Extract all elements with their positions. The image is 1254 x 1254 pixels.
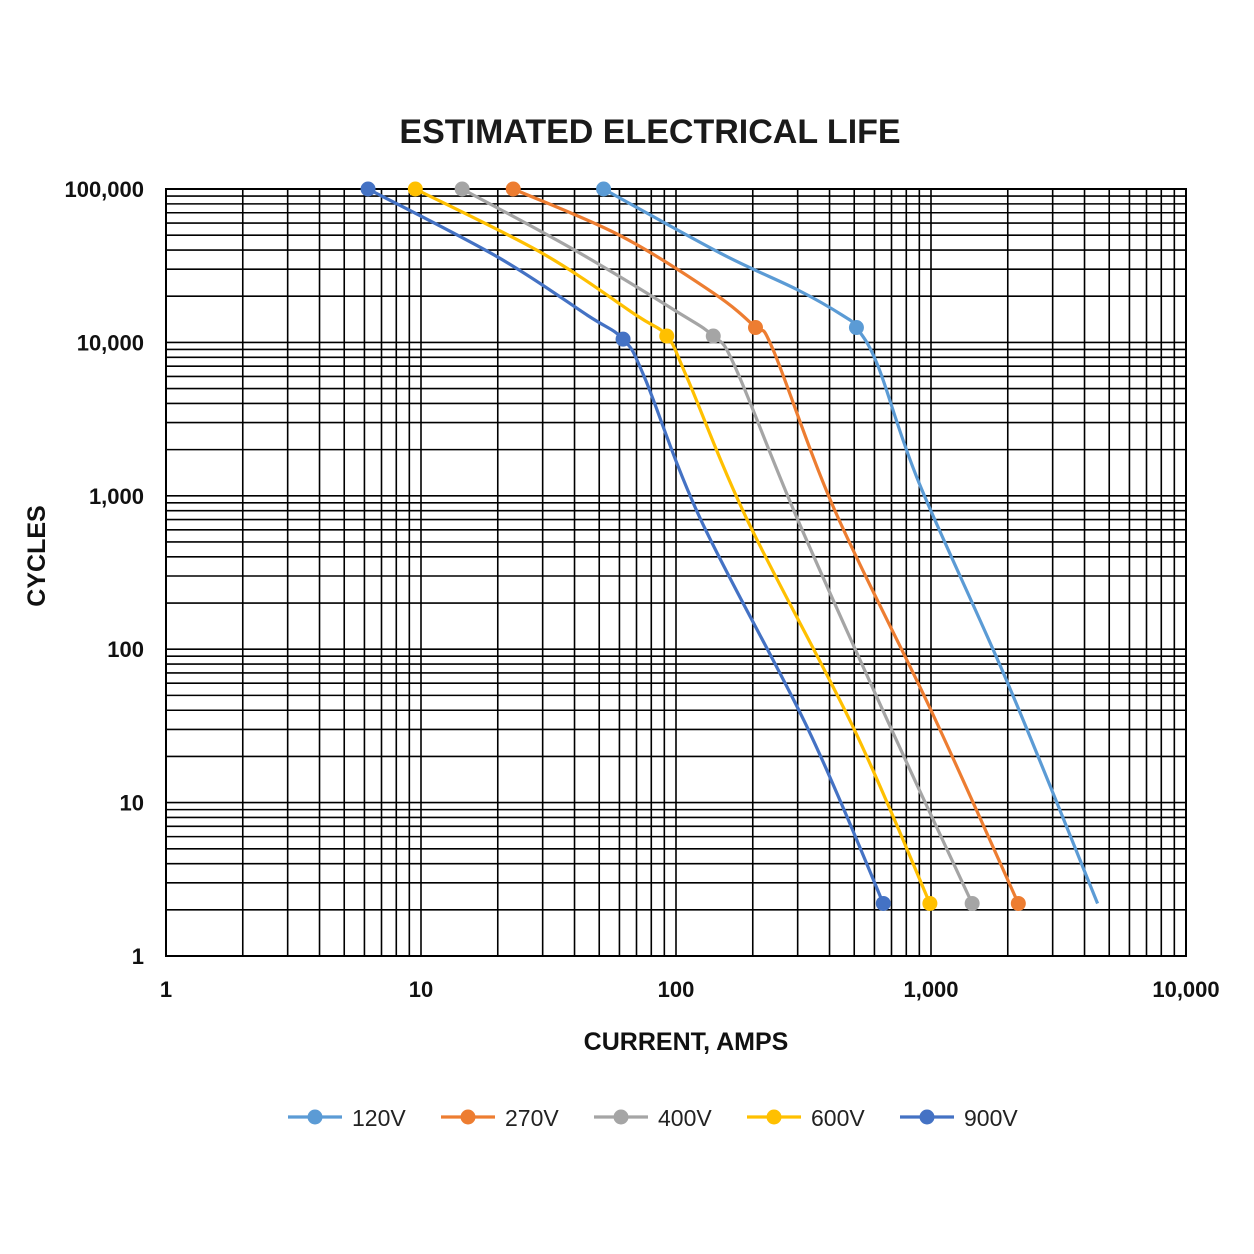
series-layer: [360, 181, 1100, 911]
x-tick-label: 100: [658, 977, 695, 1002]
x-tick-label: 10,000: [1152, 977, 1219, 1002]
legend-marker: [919, 1109, 935, 1125]
legend-label: 900V: [964, 1105, 1018, 1131]
legend-item-120v: 120V: [288, 1105, 406, 1131]
y-tick-label: 10,000: [77, 330, 144, 355]
y-tick-label: 1,000: [89, 484, 144, 509]
y-tick-labels: 1 10 100 1,000 10,000 100,000: [64, 177, 144, 969]
series-line-270v: [512, 187, 1020, 905]
legend-item-400v: 400V: [594, 1105, 712, 1131]
series-600v: [407, 181, 938, 911]
legend-item-600v: 600V: [747, 1105, 865, 1131]
series-line-120v: [602, 187, 1100, 905]
series-line-600v: [414, 187, 932, 905]
legend-label: 120V: [352, 1105, 406, 1131]
data-point-270v: [747, 320, 763, 336]
series-line-400v: [461, 187, 974, 905]
legend-marker: [307, 1109, 323, 1125]
legend-marker: [613, 1109, 629, 1125]
x-tick-label: 10: [409, 977, 433, 1002]
legend-item-900v: 900V: [900, 1105, 1018, 1131]
data-point-900v: [360, 181, 376, 197]
data-point-900v: [615, 331, 631, 347]
legend-item-270v: 270V: [441, 1105, 559, 1131]
legend-marker: [460, 1109, 476, 1125]
legend: 120V 270V 400V 600V 900V: [288, 1105, 1018, 1131]
legend-marker: [766, 1109, 782, 1125]
data-point-900v: [875, 895, 891, 911]
data-point-270v: [505, 181, 521, 197]
x-tick-label: 1,000: [903, 977, 958, 1002]
series-line-900v: [367, 187, 885, 905]
data-point-600v: [659, 328, 675, 344]
x-tick-labels: 1 10 100 1,000 10,000: [160, 977, 1220, 1002]
x-tick-label: 1: [160, 977, 172, 1002]
plot-grid: [166, 189, 1186, 956]
data-point-600v: [407, 181, 423, 197]
data-point-400v: [705, 328, 721, 344]
y-tick-label: 100,000: [64, 177, 144, 202]
y-tick-label: 10: [120, 791, 144, 816]
y-tick-label: 100: [107, 637, 144, 662]
data-point-400v: [964, 895, 980, 911]
plot-frame: [165, 188, 1187, 957]
series-400v: [454, 181, 980, 911]
data-point-120v: [848, 320, 864, 336]
series-120v: [596, 181, 1100, 905]
legend-label: 400V: [658, 1105, 712, 1131]
data-point-120v: [596, 181, 612, 197]
series-900v: [360, 181, 891, 911]
y-axis-title: CYCLES: [23, 505, 51, 606]
legend-label: 270V: [505, 1105, 559, 1131]
x-axis-title: CURRENT, AMPS: [584, 1028, 789, 1056]
y-tick-label: 1: [132, 944, 144, 969]
legend-label: 600V: [811, 1105, 865, 1131]
chart-title: ESTIMATED ELECTRICAL LIFE: [399, 113, 900, 151]
series-270v: [505, 181, 1026, 911]
data-point-600v: [922, 895, 938, 911]
data-point-400v: [454, 181, 470, 197]
data-point-270v: [1010, 895, 1026, 911]
